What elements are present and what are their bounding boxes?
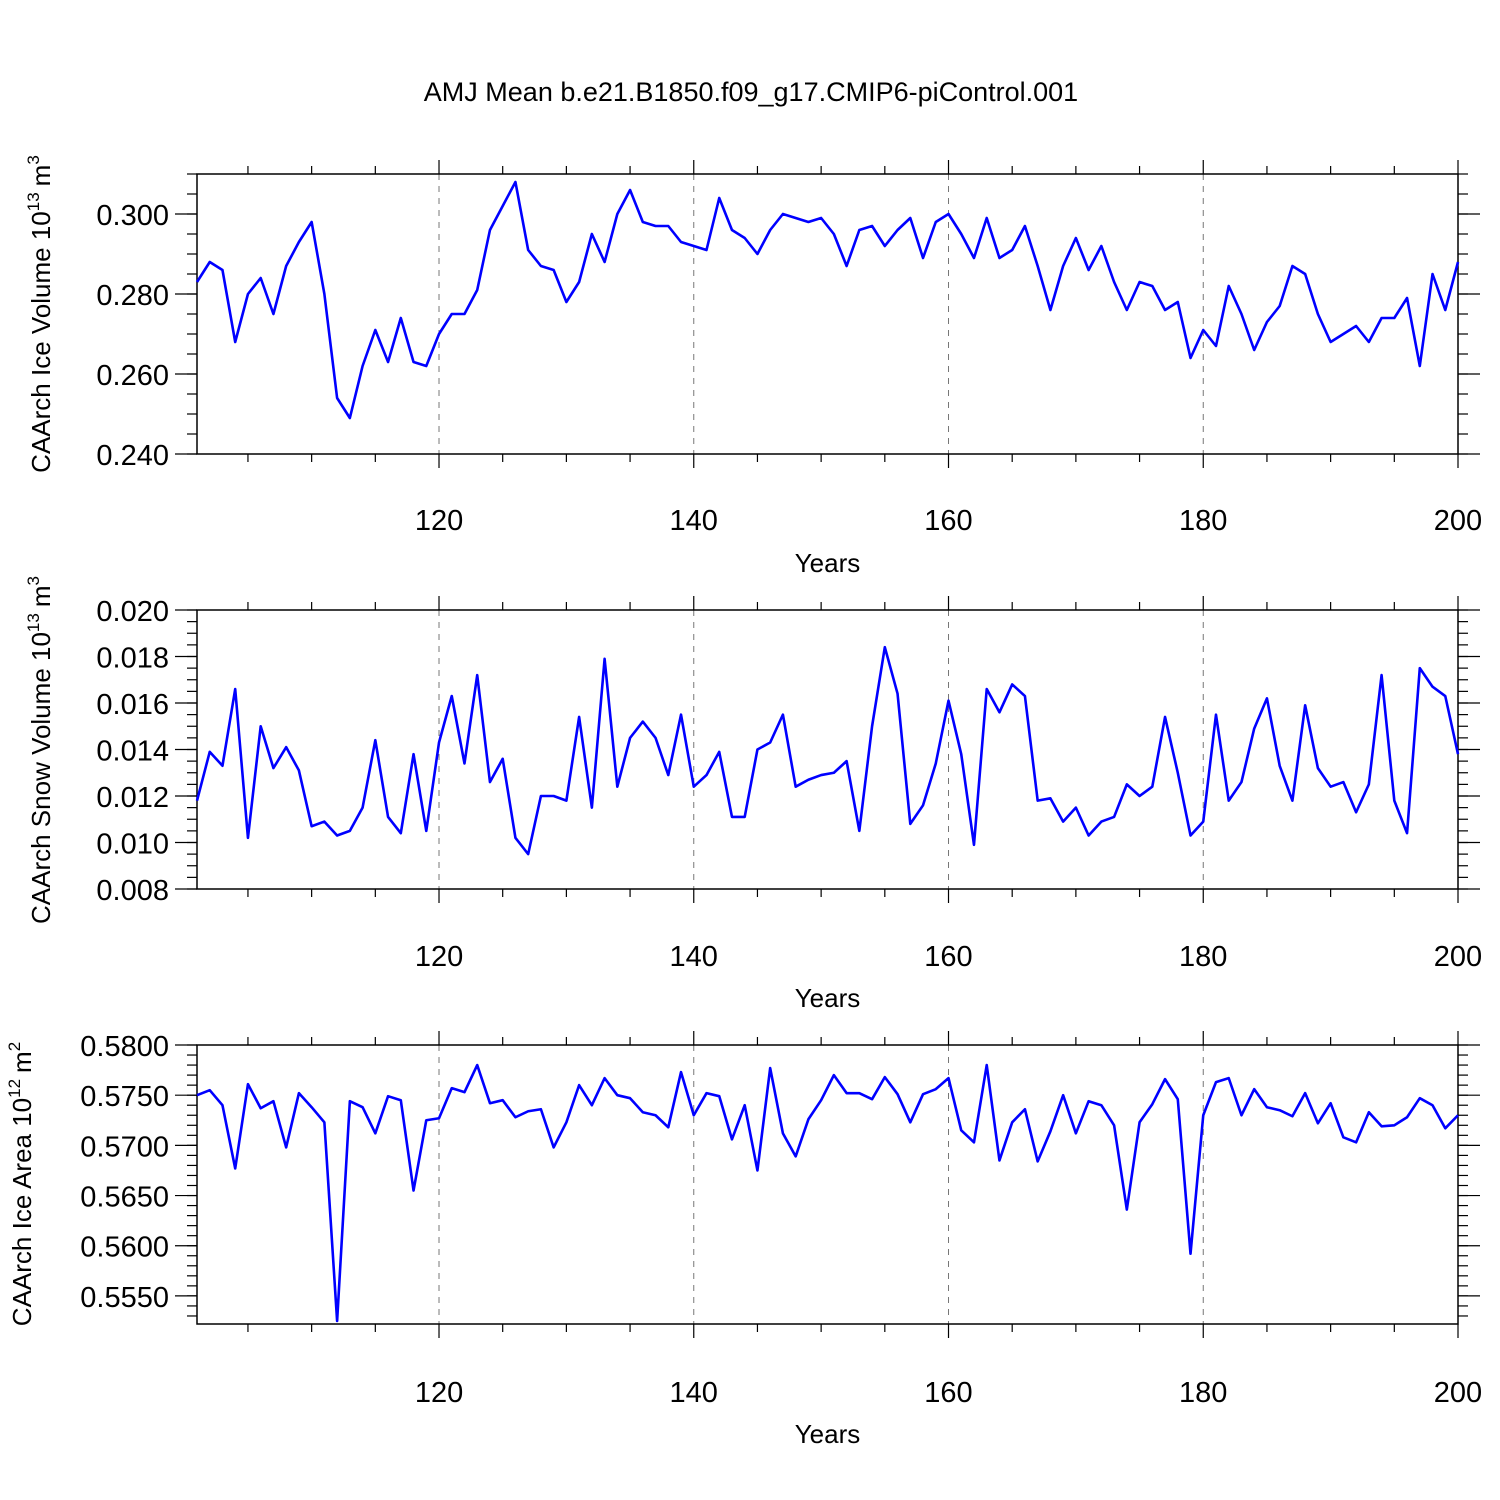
x-axis-label: Years [795,1419,861,1449]
y-tick-label: 0.018 [96,643,169,675]
x-tick-label: 120 [415,505,463,537]
x-tick-label: 160 [924,941,972,973]
y-tick-label: 0.012 [96,782,169,814]
y-axis-unit: m [26,165,56,187]
plot-frame [196,1044,1459,1325]
plot-frame [196,609,1459,890]
y-axis-unit: m [26,585,56,607]
y-axis-unit: m [7,1051,37,1073]
x-tick-label: 140 [670,1377,718,1409]
x-tick-label: 180 [1179,505,1227,537]
y-axis-label-text: CAArch Ice Area [7,1127,37,1326]
y-tick-label: 0.014 [96,736,169,768]
x-tick-label: 200 [1434,1377,1482,1409]
y-tick-label: 0.010 [96,829,169,861]
x-tick-label: 200 [1434,505,1482,537]
series-line-3 [196,1063,1459,1323]
x-tick-label: 120 [415,1377,463,1409]
y-tick-label: 0.260 [96,360,169,392]
chart-title: AMJ Mean b.e21.B1850.f09_g17.CMIP6-piCon… [424,77,1078,107]
x-tick-label: 180 [1179,1377,1227,1409]
x-tick-label: 120 [415,941,463,973]
x-tick-label: 140 [670,941,718,973]
x-tick-label: 160 [924,1377,972,1409]
y-axis-unit-base: 10 [7,1098,37,1127]
y-axis-unit-exponent: 13 [24,192,43,211]
y-axis-unit-base: 10 [26,632,56,661]
y-tick-label: 0.016 [96,689,169,721]
y-tick-label: 0.008 [96,875,169,907]
plot-frame [196,173,1459,455]
x-tick-label: 180 [1179,941,1227,973]
y-axis-label-text: CAArch Snow Volume [26,661,56,924]
y-axis-label-text: CAArch Ice Volume [26,240,56,473]
panel-3: 120 140 160 180 200 Years 0.5550 0.5600 0.5650 0.… [5,1031,1482,1449]
y-tick-label: 0.020 [96,596,169,628]
y-tick-label: 0.280 [96,280,169,312]
x-tick-label: 160 [924,505,972,537]
panel-2: 120 140 160 180 200 Years 0.008 0.010 0.012 0.014… [24,576,1482,1013]
y-axis-unit-exponent: 12 [5,1079,24,1098]
y-axis-label: CAArch Snow Volume 1013 m3 [24,576,56,924]
y-axis-label: CAArch Ice Volume 1013 m3 [24,155,56,473]
y-tick-label: 0.240 [96,440,169,472]
panel-1: 120 140 160 180 200 Years 0.240 0.260 0.280 0.300… [24,155,1482,578]
x-tick-label: 200 [1434,941,1482,973]
y-tick-label: 0.5650 [80,1182,169,1214]
y-axis-unit-power: 3 [24,155,43,164]
y-axis-unit-power: 3 [24,576,43,585]
series-line-1 [195,180,1460,420]
y-tick-label: 0.5600 [80,1232,169,1264]
series-line-2 [195,645,1460,856]
y-tick-label: 0.300 [96,200,169,232]
y-tick-label: 0.5700 [80,1131,169,1163]
y-axis-unit-base: 10 [26,211,56,240]
y-axis-label: CAArch Ice Area 1012 m2 [5,1042,37,1326]
y-axis-unit-power: 2 [5,1042,24,1051]
y-tick-label: 0.5550 [80,1282,169,1314]
y-tick-label: 0.5750 [80,1081,169,1113]
x-axis-label: Years [795,548,861,578]
y-tick-label: 0.5800 [80,1031,169,1063]
y-axis-unit-exponent: 13 [24,613,43,632]
x-axis-label: Years [795,983,861,1013]
x-tick-label: 140 [670,505,718,537]
